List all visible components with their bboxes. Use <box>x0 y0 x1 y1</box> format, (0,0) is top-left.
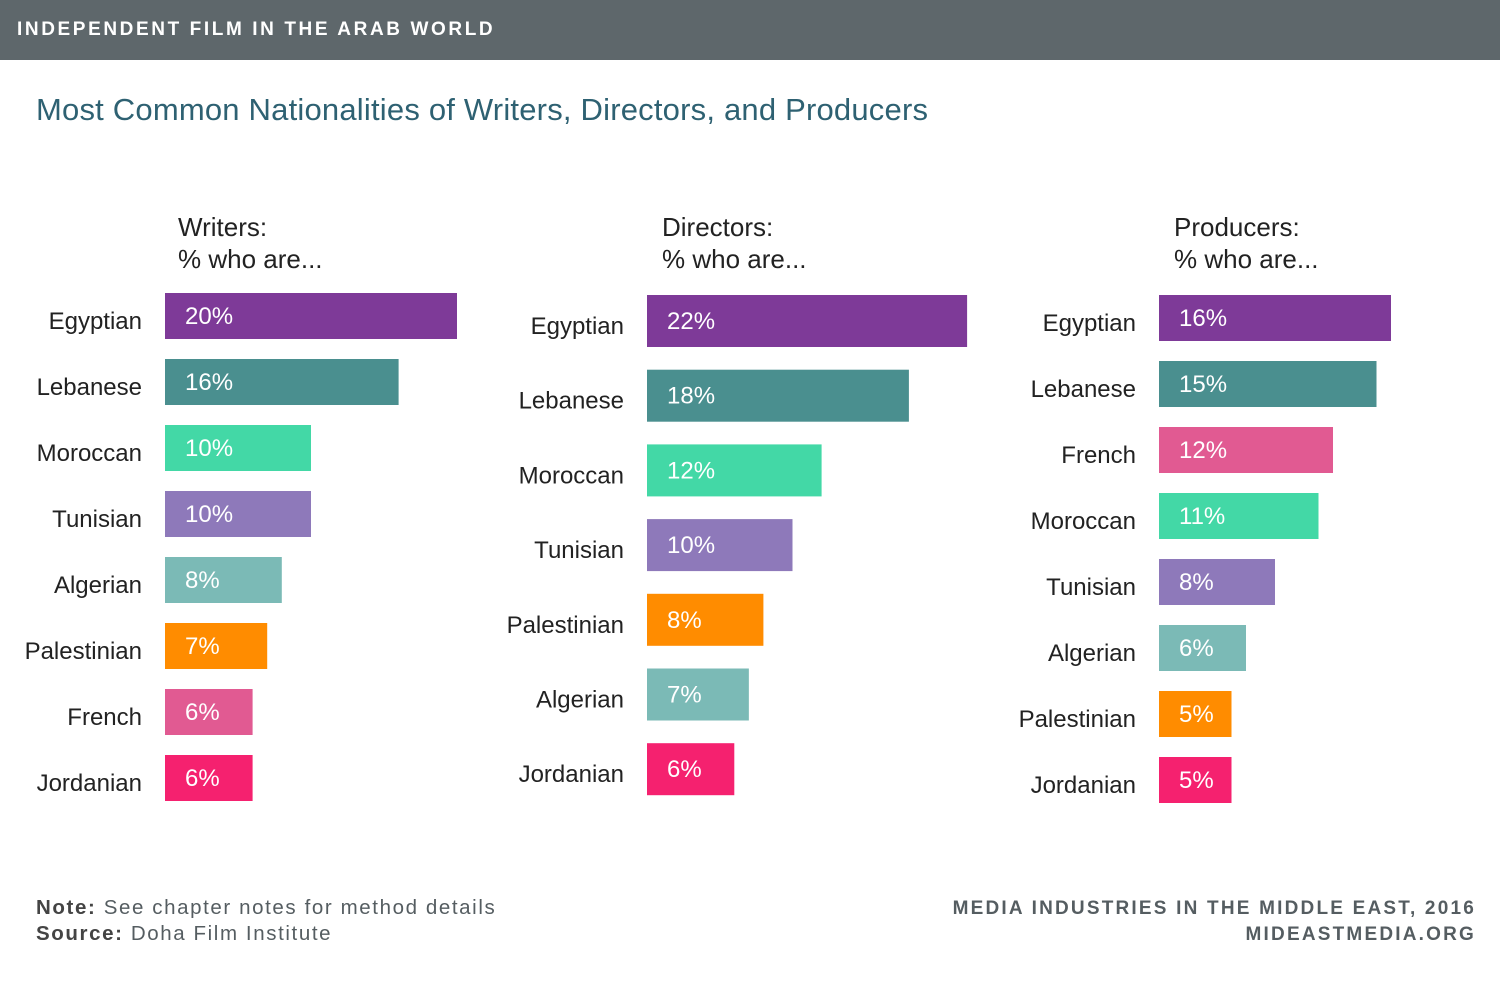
credit-line-2: MIDEASTMEDIA.ORG <box>1245 924 1476 945</box>
producers-category-label-tunisian: Tunisian <box>1046 574 1136 601</box>
directors-value-label-palestinian: 8% <box>667 607 702 634</box>
writers-bar-lebanese <box>165 359 399 405</box>
directors-value-label-lebanese: 18% <box>667 383 715 410</box>
directors-bar-jordanian <box>647 743 735 796</box>
credit-line-1: MEDIA INDUSTRIES IN THE MIDDLE EAST, 201… <box>952 898 1476 919</box>
producers-bar-egyptian <box>1159 295 1391 341</box>
producers-bar-jordanian <box>1159 757 1232 803</box>
directors-category-label-algerian: Algerian <box>536 687 624 714</box>
source-text: Doha Film Institute <box>130 922 333 945</box>
writers-bar-moroccan <box>165 425 311 471</box>
directors-bar-algerian <box>647 668 749 721</box>
producers-value-label-tunisian: 8% <box>1179 569 1214 596</box>
writers-panel-subtitle: % who are... <box>178 244 323 274</box>
directors-panel: Directors:% who are... Egyptian 22% Lebanes… <box>507 212 968 796</box>
directors-bar-egyptian <box>647 295 968 347</box>
note-text: See chapter notes for method details <box>103 896 497 919</box>
directors-category-label-egyptian: Egyptian <box>531 313 624 340</box>
producers-category-label-palestinian: Palestinian <box>1019 706 1136 733</box>
writers-category-label-moroccan: Moroccan <box>37 440 142 467</box>
directors-value-label-egyptian: 22% <box>667 308 715 335</box>
writers-value-label-palestinian: 7% <box>185 633 220 660</box>
producers-panel: Producers:% who are... Egyptian 16% Lebanes… <box>1019 212 1391 803</box>
writers-value-label-lebanese: 16% <box>185 369 233 396</box>
header-banner: INDEPENDENT FILM IN THE ARAB WORLD <box>0 0 1500 60</box>
writers-bar-jordanian <box>165 755 253 801</box>
writers-category-label-algerian: Algerian <box>54 572 142 599</box>
directors-bar-tunisian <box>647 519 793 572</box>
producers-bar-moroccan <box>1159 493 1319 539</box>
writers-bar-algerian <box>165 557 282 603</box>
writers-bar-palestinian <box>165 623 268 669</box>
producers-value-label-lebanese: 15% <box>1179 371 1227 398</box>
writers-panel-title: Writers: <box>178 212 267 242</box>
producers-value-label-jordanian: 5% <box>1179 767 1214 794</box>
producers-bar-french <box>1159 427 1333 473</box>
producers-value-label-french: 12% <box>1179 437 1227 464</box>
directors-panel-title: Directors: <box>662 212 773 242</box>
writers-value-label-tunisian: 10% <box>185 501 233 528</box>
writers-value-label-algerian: 8% <box>185 567 220 594</box>
directors-category-label-palestinian: Palestinian <box>507 612 624 639</box>
directors-category-label-lebanese: Lebanese <box>519 388 624 415</box>
producers-value-label-algerian: 6% <box>1179 635 1214 662</box>
directors-category-label-moroccan: Moroccan <box>519 462 624 489</box>
producers-bar-tunisian <box>1159 559 1275 605</box>
producers-panel-title: Producers: <box>1174 212 1300 242</box>
directors-value-label-jordanian: 6% <box>667 756 702 783</box>
producers-bar-palestinian <box>1159 691 1232 737</box>
writers-bar-french <box>165 689 253 735</box>
source-line: Source: Doha Film Institute <box>36 922 332 946</box>
producers-category-label-algerian: Algerian <box>1048 640 1136 667</box>
producers-value-label-moroccan: 11% <box>1179 503 1225 530</box>
producers-bar-lebanese <box>1159 361 1377 407</box>
writers-value-label-french: 6% <box>185 699 220 726</box>
writers-bar-egyptian <box>165 293 457 339</box>
directors-bar-palestinian <box>647 593 764 646</box>
banner-title: INDEPENDENT FILM IN THE ARAB WORLD <box>17 19 496 40</box>
directors-value-label-tunisian: 10% <box>667 532 715 559</box>
producers-value-label-palestinian: 5% <box>1179 701 1214 728</box>
producers-bar-algerian <box>1159 625 1246 671</box>
producers-category-label-egyptian: Egyptian <box>1043 310 1136 337</box>
directors-bar-moroccan <box>647 444 822 497</box>
producers-value-label-egyptian: 16% <box>1179 305 1227 332</box>
writers-panel: Writers:% who are... Egyptian 20% Lebanese 1… <box>25 212 457 801</box>
directors-value-label-moroccan: 12% <box>667 457 715 484</box>
directors-category-label-jordanian: Jordanian <box>519 761 624 788</box>
producers-panel-subtitle: % who are... <box>1174 244 1319 274</box>
writers-category-label-lebanese: Lebanese <box>37 374 142 401</box>
writers-category-label-jordanian: Jordanian <box>37 770 142 797</box>
note-label: Note: <box>36 896 97 919</box>
note-line: Note: See chapter notes for method detai… <box>36 896 496 920</box>
producers-category-label-moroccan: Moroccan <box>1031 508 1136 535</box>
writers-category-label-tunisian: Tunisian <box>52 506 142 533</box>
writers-category-label-palestinian: Palestinian <box>25 638 142 665</box>
directors-value-label-algerian: 7% <box>667 682 702 709</box>
producers-category-label-lebanese: Lebanese <box>1031 376 1136 403</box>
chart-title: Most Common Nationalities of Writers, Di… <box>36 92 929 127</box>
writers-value-label-moroccan: 10% <box>185 435 233 462</box>
producers-category-label-jordanian: Jordanian <box>1031 772 1136 799</box>
directors-panel-subtitle: % who are... <box>662 244 807 274</box>
writers-value-label-jordanian: 6% <box>185 765 220 792</box>
producers-category-label-french: French <box>1061 442 1136 469</box>
directors-category-label-tunisian: Tunisian <box>534 537 624 564</box>
writers-category-label-egyptian: Egyptian <box>49 308 142 335</box>
writers-value-label-egyptian: 20% <box>185 303 233 330</box>
directors-bar-lebanese <box>647 369 909 422</box>
source-label: Source: <box>36 922 124 945</box>
writers-category-label-french: French <box>67 704 142 731</box>
writers-bar-tunisian <box>165 491 311 537</box>
